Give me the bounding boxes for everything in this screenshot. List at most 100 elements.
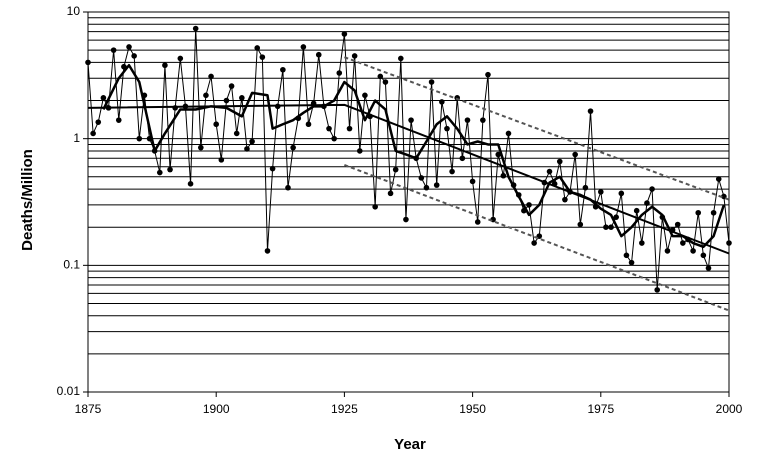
plot-frame [87,11,730,393]
data-point [382,79,389,85]
series-line [87,103,730,255]
data-point [403,216,409,223]
data-point [392,166,399,173]
data-point [218,157,225,163]
data-point [356,148,363,154]
data-point [418,175,425,181]
data-point [156,169,163,176]
data-point [562,196,568,203]
data-point [469,178,476,185]
data-point [726,240,732,246]
y-tick-label: 10 [67,4,81,18]
y-tick-label: 0.01 [57,384,81,398]
data-point [85,59,91,66]
data-point [587,108,594,114]
series-line [344,56,730,201]
x-tick-label: 1950 [459,402,486,416]
data-point [192,25,199,32]
series-line [344,164,730,312]
data-point [495,151,502,158]
data-point [572,151,578,158]
data-point [480,117,486,123]
data-point [639,240,645,246]
data-point [131,53,137,59]
data-point [305,121,312,128]
data-point [223,97,230,104]
data-point [213,121,219,128]
data-point [485,71,491,78]
data-point [377,73,384,80]
data-point [577,221,584,228]
data-point [346,125,353,132]
data-point [90,130,96,137]
data-point [387,190,394,197]
data-point [628,259,635,266]
data-point [95,119,102,125]
data-point [505,130,512,137]
data-point [198,144,204,151]
data-point [280,66,286,73]
data-point [582,184,589,191]
y-tick-label: 1 [73,131,80,145]
data-point [423,184,430,191]
data-point [526,202,532,208]
data-point [674,221,681,228]
data-point [613,214,619,220]
data-point [351,53,358,59]
data-point [264,248,271,254]
data-point [259,54,266,60]
data-point [362,92,368,99]
data-point [187,181,194,187]
x-tick-label: 1975 [587,402,614,416]
data-point [449,168,455,175]
x-tick-label: 1875 [75,402,102,416]
data-point [680,240,686,246]
data-point [654,287,661,293]
data-point [700,252,707,259]
data-point [649,186,655,192]
data-point [464,117,471,123]
data-point [459,155,466,162]
x-axis-title: Year [394,436,426,453]
y-axis-title: Deaths/Million [19,149,36,251]
data-point [167,166,173,173]
data-point [474,219,481,225]
data-point [315,51,322,58]
data-point [546,168,553,175]
data-point [556,158,563,165]
data-point [269,165,276,172]
x-tick-label: 1900 [203,402,230,416]
data-point [598,189,604,195]
data-point [623,252,630,259]
data-point [444,125,450,132]
data-point [500,172,507,179]
data-point [644,200,650,206]
data-point [439,99,445,105]
data-point [244,146,250,152]
data-point [249,138,255,145]
data-point [100,95,107,101]
data-point [433,182,440,188]
data-point [690,248,696,254]
data-point [203,92,209,99]
data-point [239,95,245,101]
data-point [408,117,414,123]
data-point [531,240,537,246]
series-line [87,28,730,291]
data-point [705,265,712,271]
data-point [608,224,614,231]
data-point [126,44,132,50]
data-point [110,47,117,53]
data-point [715,176,722,182]
data-point [208,73,214,80]
series-line [102,63,726,249]
data-point [341,31,348,37]
data-point [603,224,609,231]
data-point [136,135,143,142]
data-point [664,248,671,254]
data-point [300,44,307,50]
data-point [228,83,235,89]
x-tick-label: 2000 [716,402,743,416]
data-point [372,203,378,210]
